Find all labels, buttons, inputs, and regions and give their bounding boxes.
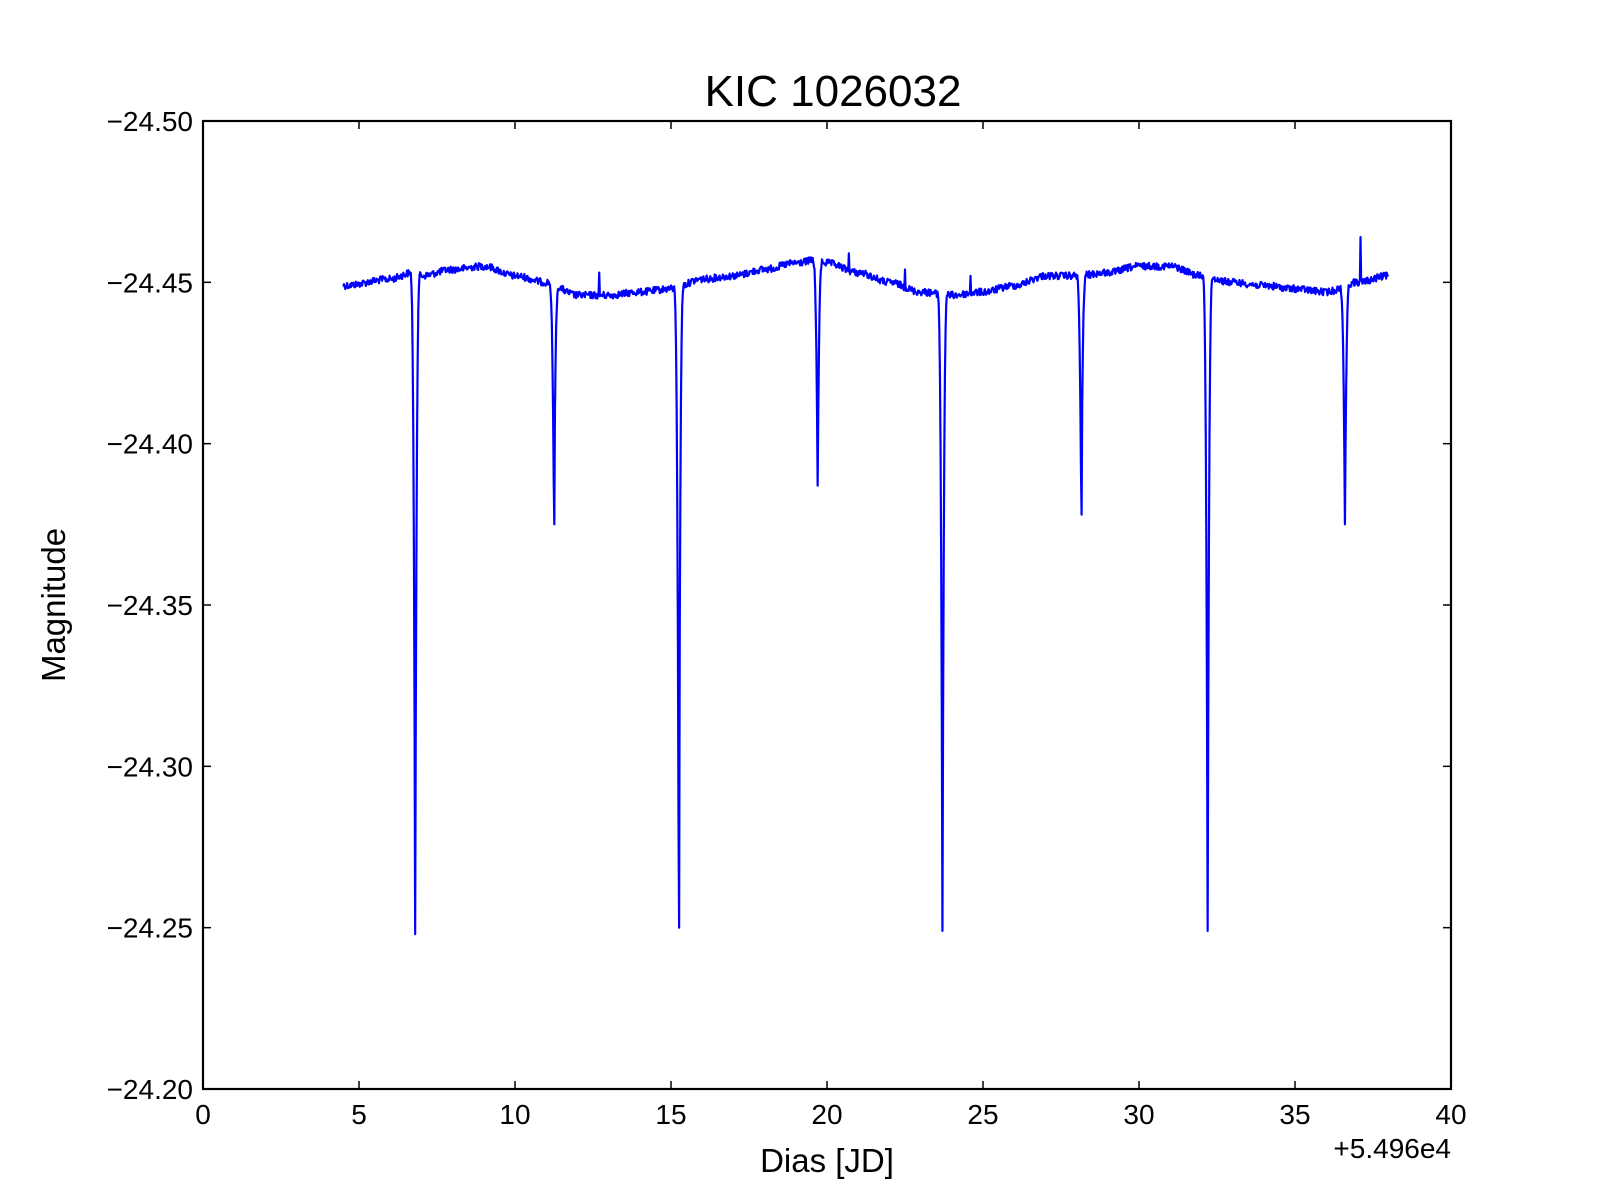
y-tick-label: −24.45 bbox=[107, 267, 193, 298]
x-axis-ticks: 0 5 10 15 20 25 30 35 40 bbox=[195, 121, 1467, 1130]
y-axis-ticks: −24.50 −24.45 −24.40 −24.35 −24.30 −24.25 −24.… bbox=[107, 106, 1451, 1105]
y-tick-label: −24.25 bbox=[107, 913, 193, 944]
y-tick-label: −24.35 bbox=[107, 590, 193, 621]
x-tick-label: 15 bbox=[655, 1099, 686, 1130]
y-tick-label: −24.40 bbox=[107, 429, 193, 460]
series-layer bbox=[342, 236, 1390, 936]
x-tick-label: 35 bbox=[1279, 1099, 1310, 1130]
x-tick-label: 0 bbox=[195, 1099, 211, 1130]
x-tick-label: 40 bbox=[1435, 1099, 1466, 1130]
x-tick-label: 10 bbox=[499, 1099, 530, 1130]
y-tick-label: −24.20 bbox=[107, 1074, 193, 1105]
x-tick-label: 5 bbox=[351, 1099, 367, 1130]
series-line bbox=[342, 236, 1390, 936]
x-axis-offset-label: +5.496e4 bbox=[1333, 1133, 1451, 1164]
y-axis-label: Magnitude bbox=[35, 528, 72, 682]
x-tick-label: 25 bbox=[967, 1099, 998, 1130]
x-axis-label: Dias [JD] bbox=[760, 1142, 894, 1179]
x-tick-label: 30 bbox=[1123, 1099, 1154, 1130]
y-tick-label: −24.30 bbox=[107, 751, 193, 782]
chart-title: KIC 1026032 bbox=[705, 67, 962, 116]
y-tick-label: −24.50 bbox=[107, 106, 193, 137]
x-tick-label: 20 bbox=[811, 1099, 842, 1130]
